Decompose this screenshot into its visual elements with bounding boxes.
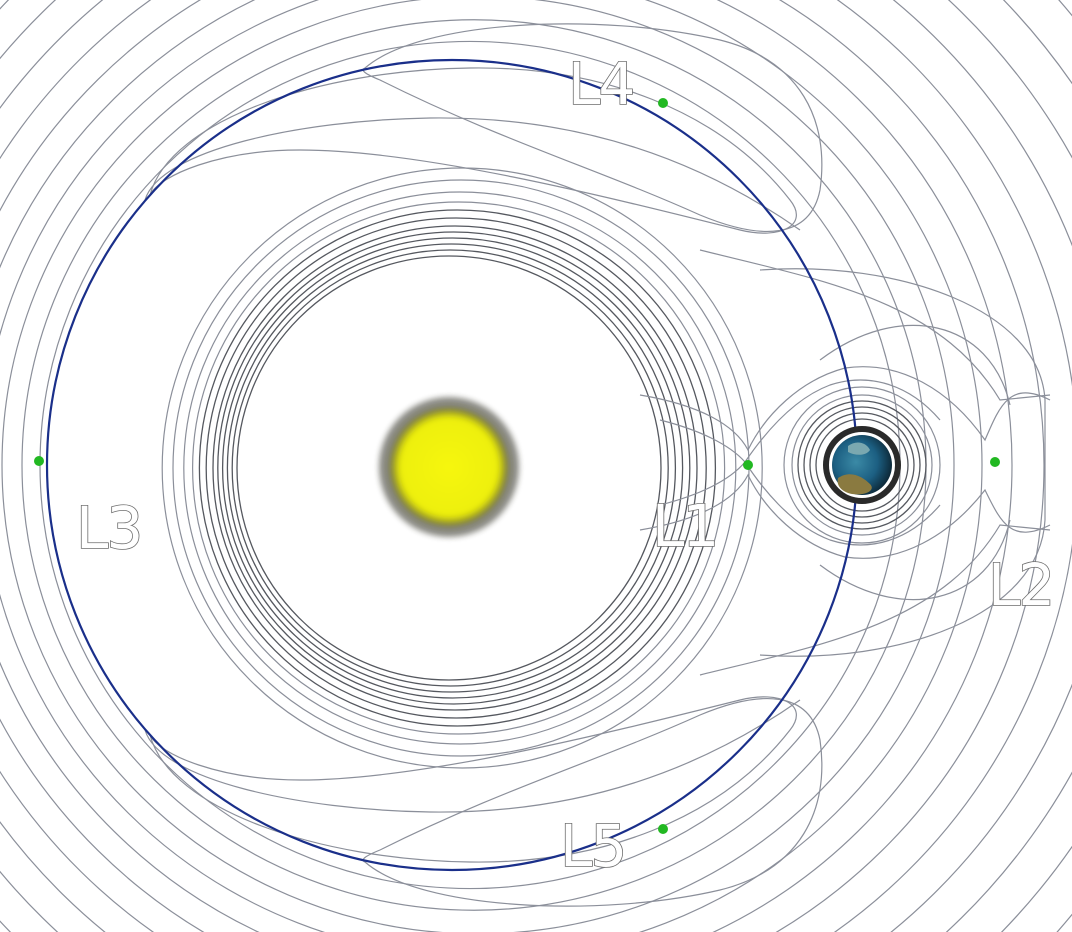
sun-contour <box>205 217 707 719</box>
lagrange-points <box>34 98 1000 834</box>
outer-contour <box>0 0 1013 932</box>
sun-contour <box>226 243 677 693</box>
l5-label: L5 <box>560 812 625 880</box>
l4-label: L4 <box>568 50 633 118</box>
sun-contour <box>231 249 669 687</box>
outer-contour <box>0 0 1045 932</box>
l1-point <box>743 460 753 470</box>
sun-contour <box>183 191 737 745</box>
earth <box>823 426 901 504</box>
sun-contour <box>192 201 726 735</box>
l5-tadpole-outer <box>362 698 823 907</box>
l4-tadpole-outer <box>362 23 823 232</box>
sun-contour <box>221 237 684 699</box>
sun-contour-rings <box>161 167 763 769</box>
l1-label: L1 <box>652 492 717 560</box>
earth-contour-rings <box>783 386 941 544</box>
sun-contour <box>161 167 763 769</box>
l2-label: L2 <box>988 551 1053 619</box>
outer-contour <box>1 0 955 932</box>
earth-contour <box>791 394 933 536</box>
outer-contour <box>0 0 983 932</box>
l5-tadpole-inner <box>144 699 801 813</box>
l3-label: L3 <box>76 494 141 562</box>
l4-tadpole-inner <box>144 117 801 231</box>
sun-contour <box>236 255 662 681</box>
sun <box>379 397 519 537</box>
earth-contour <box>809 412 915 518</box>
sun-contour <box>198 209 717 727</box>
l5-point <box>658 824 668 834</box>
l4-point <box>658 98 668 108</box>
l4-tadpole-mid <box>149 67 797 234</box>
tadpole-contours <box>144 23 823 907</box>
earth-contour <box>803 406 921 524</box>
l2-point <box>990 457 1000 467</box>
earth-contour <box>797 400 927 530</box>
l3-point <box>34 456 44 466</box>
sun-contour <box>217 231 691 705</box>
lagrange-labels: L1 L2 L3 L4 L5 <box>75 49 1056 881</box>
l5-tadpole-mid <box>149 696 797 863</box>
sun-contour <box>212 225 698 711</box>
earth-contour <box>783 386 941 544</box>
earth-contour <box>815 418 909 512</box>
